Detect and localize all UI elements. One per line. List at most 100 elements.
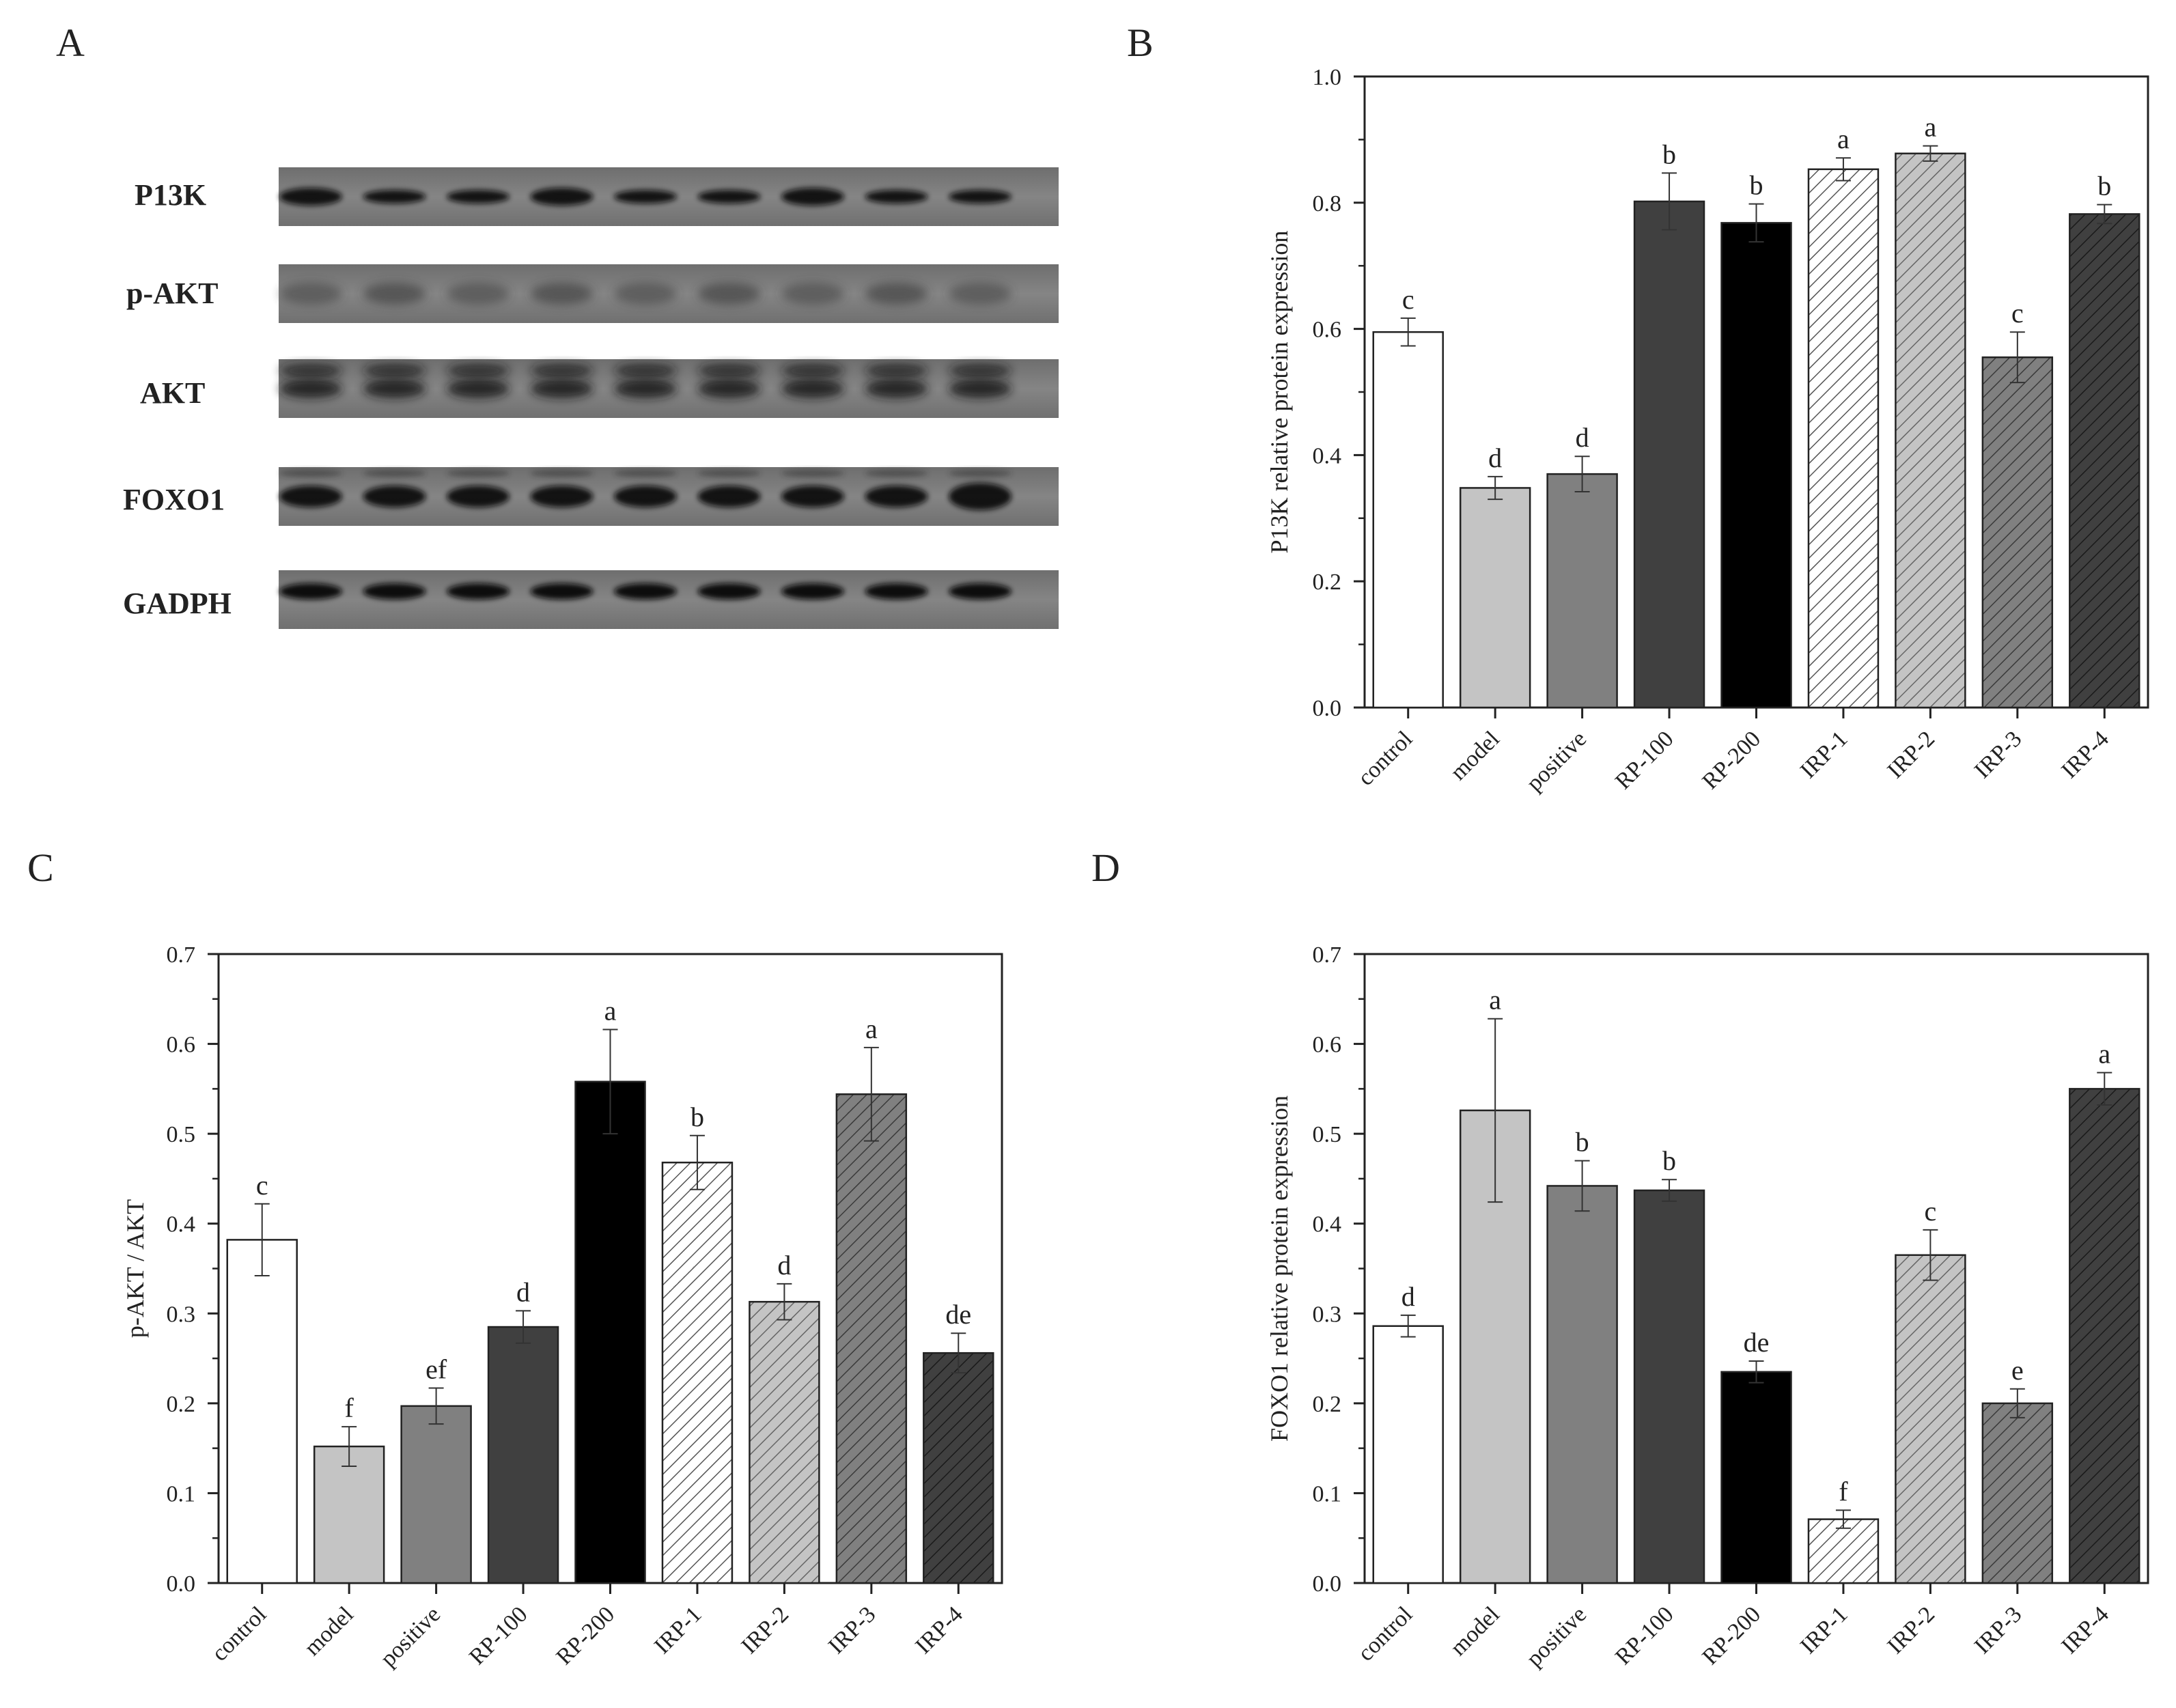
x-category-label: RP-200: [1698, 1601, 1766, 1670]
y-axis-label: FOXO1 relative protein expression: [1266, 1095, 1293, 1442]
bar-irp-3: [1981, 1402, 2054, 1584]
x-category-label: model: [1446, 726, 1505, 785]
blot-band-upper: [865, 363, 928, 378]
blot-band-upper: [447, 469, 510, 477]
bar-irp-2: [1895, 1254, 1966, 1584]
significance-letter: c: [1402, 284, 1414, 315]
y-tick-label: 0.7: [167, 942, 196, 968]
bar-control: [1372, 331, 1444, 709]
y-tick-label: 0.4: [1313, 443, 1342, 468]
blot-band: [697, 486, 761, 507]
blot-band: [279, 188, 342, 206]
bar-irp-4: [923, 1352, 994, 1584]
x-category-label: IRP-4: [910, 1601, 968, 1659]
y-axis-label: P13K relative protein expression: [1266, 231, 1293, 554]
western-blot: P13K p-AKT AKT FOXO1 GADPH: [123, 167, 1059, 629]
blot-band-upper: [279, 469, 342, 477]
blot-band: [530, 188, 594, 206]
x-category-label: positive: [1522, 1601, 1591, 1671]
blot-band-upper: [530, 469, 594, 477]
panel-letter-d: D: [1091, 845, 1120, 890]
significance-letter: de: [945, 1299, 971, 1330]
bar-positive: [1546, 473, 1618, 709]
x-category-label: IRP-3: [1970, 1601, 2027, 1659]
significance-letter: a: [1925, 112, 1937, 143]
bar-positive: [400, 1405, 472, 1584]
significance-letter: d: [1576, 422, 1589, 453]
blot-band-upper: [697, 363, 761, 378]
y-tick-label: 0.4: [167, 1212, 196, 1237]
panel-letter-a: A: [56, 20, 85, 65]
y-tick-label: 0.2: [167, 1392, 196, 1417]
significance-letter: b: [1662, 1145, 1676, 1176]
blot-band: [530, 486, 594, 507]
blot-band: [865, 283, 928, 305]
blot-band-upper: [949, 363, 1012, 378]
bar-rp-100: [1633, 1189, 1705, 1584]
blot-band: [447, 486, 510, 507]
significance-letter: f: [345, 1392, 354, 1423]
blot-band: [865, 486, 928, 507]
x-category-label: control: [1353, 726, 1417, 790]
x-category-label: positive: [376, 1601, 445, 1671]
blot-band-upper: [865, 469, 928, 477]
x-category-label: IRP-2: [1882, 1601, 1940, 1659]
blot-band-upper: [614, 469, 677, 477]
blot-band-upper: [614, 363, 677, 378]
bar-control: [1372, 1325, 1444, 1584]
significance-letter: c: [256, 1170, 268, 1201]
x-category-label: IRP-3: [824, 1601, 881, 1659]
blot-band: [447, 379, 510, 398]
bar-irp-1: [661, 1161, 734, 1584]
blot-band: [781, 283, 844, 305]
panel-letter-c: C: [27, 845, 54, 890]
blot-band: [949, 483, 1012, 510]
blot-band: [697, 190, 761, 204]
bar-irp-1: [1807, 1518, 1880, 1584]
blot-band: [697, 283, 761, 305]
blot-band: [363, 190, 426, 204]
x-category-label: IRP-1: [1796, 1601, 1853, 1659]
bar-irp-4: [2069, 213, 2140, 709]
bar-control: [226, 1239, 298, 1584]
significance-letter: c: [2011, 298, 2024, 328]
x-category-label: RP-100: [1610, 726, 1679, 794]
chart-d-foxo1: 0.0 0.1 0.2 0.3 0.4 0.5 0.6 0.7 FOXO1 relative p…: [1266, 942, 2149, 1672]
y-tick-label: 0.5: [167, 1122, 196, 1147]
blot-band: [279, 379, 342, 398]
blot-band-upper: [781, 363, 844, 378]
y-tick-label: 0.2: [1313, 570, 1342, 595]
blot-band: [781, 583, 844, 600]
x-category-label: IRP-2: [736, 1601, 794, 1659]
significance-letter: b: [1576, 1127, 1589, 1158]
y-tick-label: 0.7: [1313, 942, 1342, 968]
blot-band: [447, 190, 510, 204]
x-category-label: IRP-3: [1970, 726, 2027, 783]
blot-row-akt: AKT: [140, 359, 1059, 418]
blot-band-upper: [279, 363, 342, 378]
x-category-label: positive: [1522, 726, 1591, 796]
blot-band: [614, 283, 677, 305]
panel-letter-b: B: [1127, 20, 1154, 65]
significance-letter: d: [1488, 443, 1502, 473]
blot-band-upper: [363, 363, 426, 378]
x-category-label: RP-200: [552, 1601, 620, 1670]
chart-b-p13k: 0.0 0.2 0.4 0.6 0.8 1.0 P13K relative protein …: [1266, 65, 2149, 796]
bar-model: [1459, 487, 1531, 709]
x-category-label: IRP-2: [1882, 726, 1940, 783]
blot-band-upper: [447, 363, 510, 378]
significance-letter: a: [865, 1013, 878, 1044]
y-tick-label: 0.1: [1313, 1481, 1342, 1507]
bar-rp-200: [574, 1080, 646, 1584]
blot-label-p13k: P13K: [135, 178, 206, 212]
blot-band: [614, 379, 677, 398]
significance-letter: e: [2011, 1355, 2024, 1386]
blot-band-upper: [363, 469, 426, 477]
y-tick-label: 0.0: [1313, 1571, 1342, 1597]
significance-letter: b: [2097, 171, 2111, 201]
blot-band-upper: [949, 469, 1012, 477]
bar-irp-3: [835, 1093, 908, 1584]
y-axis-label: p-AKT / AKT: [122, 1199, 149, 1338]
x-category-label: control: [1353, 1601, 1417, 1666]
blot-band-upper: [530, 363, 594, 378]
